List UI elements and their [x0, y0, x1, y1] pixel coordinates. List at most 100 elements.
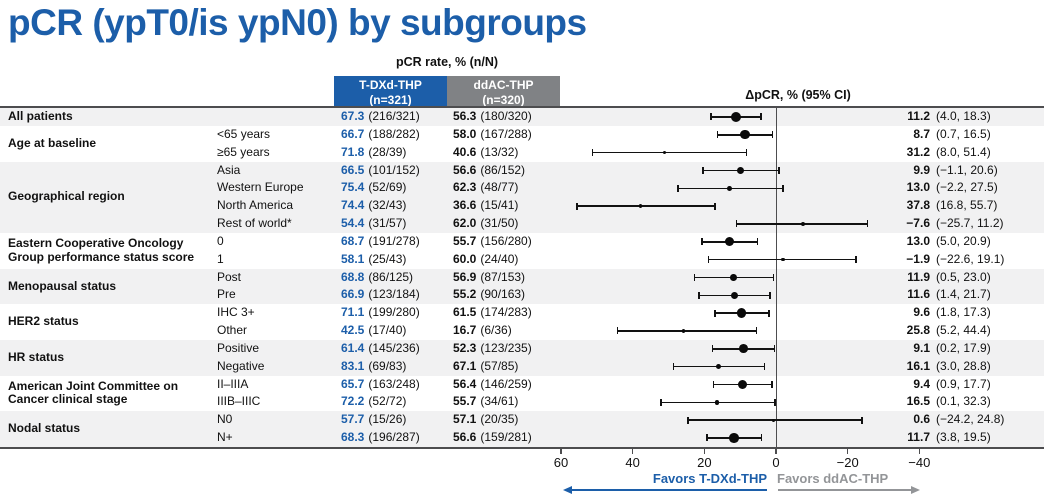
forest-dot: [715, 364, 721, 370]
forest-ci-cap: [778, 166, 780, 174]
forest-ci-cap: [768, 309, 770, 317]
forest-ci-cap: [576, 202, 578, 210]
group-label-line: Age at baseline: [8, 135, 97, 150]
arm1-value: 61.4 (145/236): [341, 340, 420, 358]
pcr-rate-column-header: pCR rate, % (n/N): [395, 55, 499, 69]
table-row: Western Europe 75.4 (52/69) 62.3 (48/77) 13.0…: [0, 179, 1044, 197]
axis-tick: [631, 449, 634, 454]
subgroup-block: Eastern Cooperative Oncology Group perfor…: [0, 233, 1044, 269]
arm1-value: 72.2 (52/72): [341, 393, 406, 411]
arm1-value: 66.9 (123/184): [341, 286, 420, 304]
arm2-value: 55.7 (34/61): [453, 393, 518, 411]
forest-ci-cap: [773, 345, 776, 353]
forest-dot: [781, 257, 785, 262]
forest-ci-cap: [769, 291, 771, 299]
forest-ci-cap: [771, 131, 774, 139]
arm2-value: 56.4 (146/259): [453, 376, 532, 394]
arm2-value: 52.3 (123/235): [453, 340, 532, 358]
delta-value: 25.8: [906, 323, 930, 338]
arm2-pct: 58.0: [453, 126, 477, 141]
arm2-value: 60.0 (24/40): [453, 251, 518, 269]
arm2-value: 16.7 (6/36): [453, 322, 512, 340]
forest-ci-line: [591, 151, 748, 154]
subgroup-block: HR status Positive 61.4 (145/236) 52.3 (123/2…: [0, 339, 1044, 376]
forest-ci-cap: [591, 149, 594, 157]
arm1-value: 42.5 (17/40): [341, 322, 406, 340]
forest-dot: [724, 237, 735, 247]
arm2-value: 40.6 (13/32): [453, 144, 518, 162]
arm2-frac: (123/235): [480, 340, 532, 355]
forest-ci-cap: [712, 380, 715, 388]
group-label-line: Group performance status score: [8, 249, 195, 264]
delta-value: 11.7: [907, 430, 930, 445]
favors-right-arrowhead-icon: [911, 485, 920, 494]
forest-ci-cap: [755, 327, 758, 335]
arm2-value: 36.6 (15/41): [453, 197, 518, 215]
table-row: IIIB–IIIC 72.2 (52/72) 55.7 (34/61) 16.5 (0.1,…: [0, 393, 1044, 411]
delta-ci: (5.2, 44.4): [936, 323, 991, 338]
axis-tick-label: −20: [836, 455, 859, 470]
arm1-frac: (199/280): [368, 305, 420, 320]
delta-ci: (0.7, 16.5): [936, 126, 991, 141]
delta-ci: (5.0, 20.9): [936, 233, 991, 248]
arm2-pct: 67.1: [453, 358, 477, 373]
arm1-pct: 71.1: [341, 305, 365, 320]
arm1-pct: 66.9: [341, 287, 365, 302]
delta-value: 0.6: [913, 412, 930, 427]
arm2-frac: (174/283): [480, 305, 532, 320]
arm2-frac: (34/61): [480, 394, 519, 409]
favors-right-arrow: [778, 489, 911, 491]
axis-tick-label: 60: [553, 455, 569, 470]
table-row: Pre 66.9 (123/184) 55.2 (90/163) 11.6 (1.4, 21…: [0, 286, 1044, 304]
arm1-frac: (69/83): [368, 358, 407, 373]
delta-value: 37.8: [906, 198, 930, 213]
row-sublabel: 1: [217, 251, 224, 266]
group-label: HR status: [8, 340, 213, 376]
subgroup-block: Age at baseline <65 years 66.7 (188/282) 58.…: [0, 126, 1044, 162]
forest-dot: [729, 433, 739, 443]
subgroup-block: Geographical region Asia 66.5 (101/152) 56.6…: [0, 161, 1044, 233]
arm1-value: 68.8 (86/125): [341, 269, 413, 287]
delta-ci: (3.8, 19.5): [936, 430, 991, 445]
favors-right-label: Favors ddAC-THP: [777, 471, 889, 486]
arm1-value: 58.1 (25/43): [341, 251, 406, 269]
axis-tick: [918, 449, 921, 454]
arm1-value: 83.1 (69/83): [341, 358, 406, 376]
delta-ci: (16.8, 55.7): [936, 198, 998, 213]
group-label-line: All patients: [8, 109, 73, 124]
arm2-n: (n=320): [482, 92, 525, 107]
forest-ci-cap: [760, 113, 762, 121]
group-label-line: Nodal status: [8, 421, 81, 436]
arm2-frac: (159/281): [480, 430, 532, 445]
table-row: 67.3 (216/321) 56.3 (180/320) 11.2 (4.0, 18.3…: [0, 108, 1044, 126]
arm1-frac: (145/236): [368, 340, 420, 355]
forest-ci-cap: [616, 327, 619, 335]
arm2-name: ddAC-THP: [473, 78, 534, 92]
row-sublabel: Negative: [217, 358, 265, 373]
row-sublabel: Other: [217, 323, 248, 338]
group-label: All patients: [8, 108, 213, 126]
subgroup-block: HER2 status IHC 3+ 71.1 (199/280) 61.5 (174/2…: [0, 304, 1044, 340]
forest-dot: [662, 150, 666, 155]
table-row: II–IIIA 65.7 (163/248) 56.4 (146/259) 9.4 (0.9…: [0, 376, 1044, 394]
axis-tick: [775, 449, 777, 454]
arm2-value: 56.3 (180/320): [453, 108, 532, 126]
subgroup-block: American Joint Committee on Cancer clinic…: [0, 376, 1044, 412]
arm1-frac: (101/152): [368, 162, 420, 177]
forest-ci-cap: [693, 273, 696, 281]
forest-ci-cap: [706, 434, 708, 442]
arm1-pct: 66.5: [341, 162, 365, 177]
arm2-pct: 62.3: [453, 180, 477, 195]
forest-ci-cap: [672, 363, 675, 371]
arm1-frac: (86/125): [368, 269, 414, 284]
arm2-pct: 57.1: [453, 412, 477, 427]
arm2-frac: (13/32): [480, 144, 519, 159]
group-label: Age at baseline: [8, 126, 213, 162]
arm1-value: 66.7 (188/282): [341, 126, 420, 144]
table-row: <65 years 66.7 (188/282) 58.0 (167/288) 8.7 (0…: [0, 126, 1044, 144]
delta-value: 16.5: [906, 394, 930, 409]
table-row: North America 74.4 (32/43) 36.6 (15/41) 37.8 (…: [0, 197, 1044, 215]
arm1-pct: 57.7: [341, 412, 365, 427]
arm1-pct: 67.3: [341, 109, 365, 123]
forest-dot: [801, 221, 806, 226]
